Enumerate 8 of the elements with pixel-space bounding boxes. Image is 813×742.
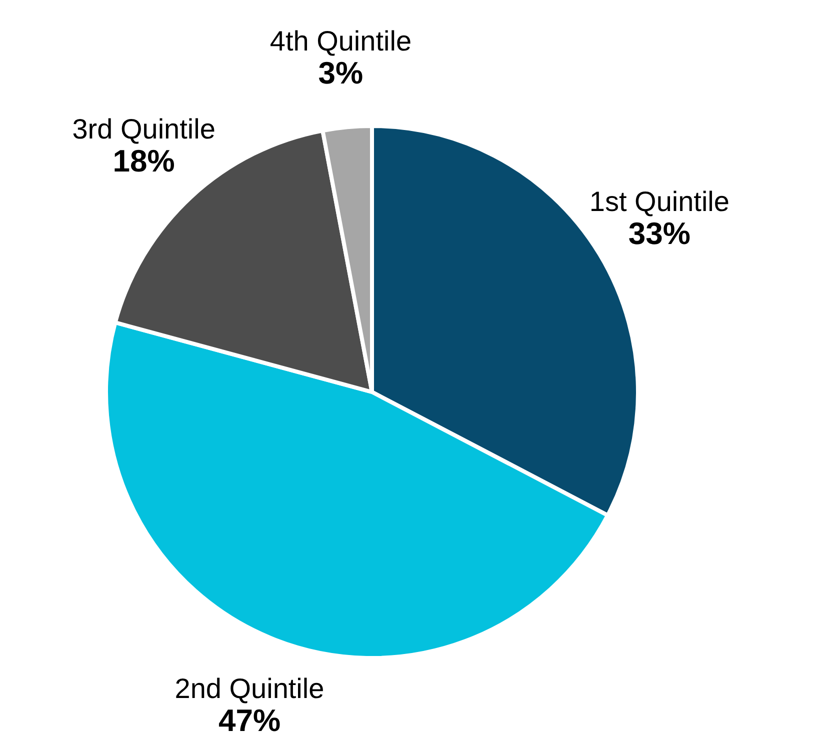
- slice-label: 3rd Quintile: [72, 113, 216, 144]
- slice-label: 2nd Quintile: [174, 672, 324, 704]
- data-label: 3%: [318, 55, 364, 90]
- data-label: 33%: [628, 216, 690, 252]
- slice-label: 4th Quintile: [270, 25, 412, 56]
- data-label: 18%: [112, 143, 175, 178]
- data-label: 47%: [218, 702, 280, 738]
- slice-label: 1st Quintile: [589, 186, 730, 218]
